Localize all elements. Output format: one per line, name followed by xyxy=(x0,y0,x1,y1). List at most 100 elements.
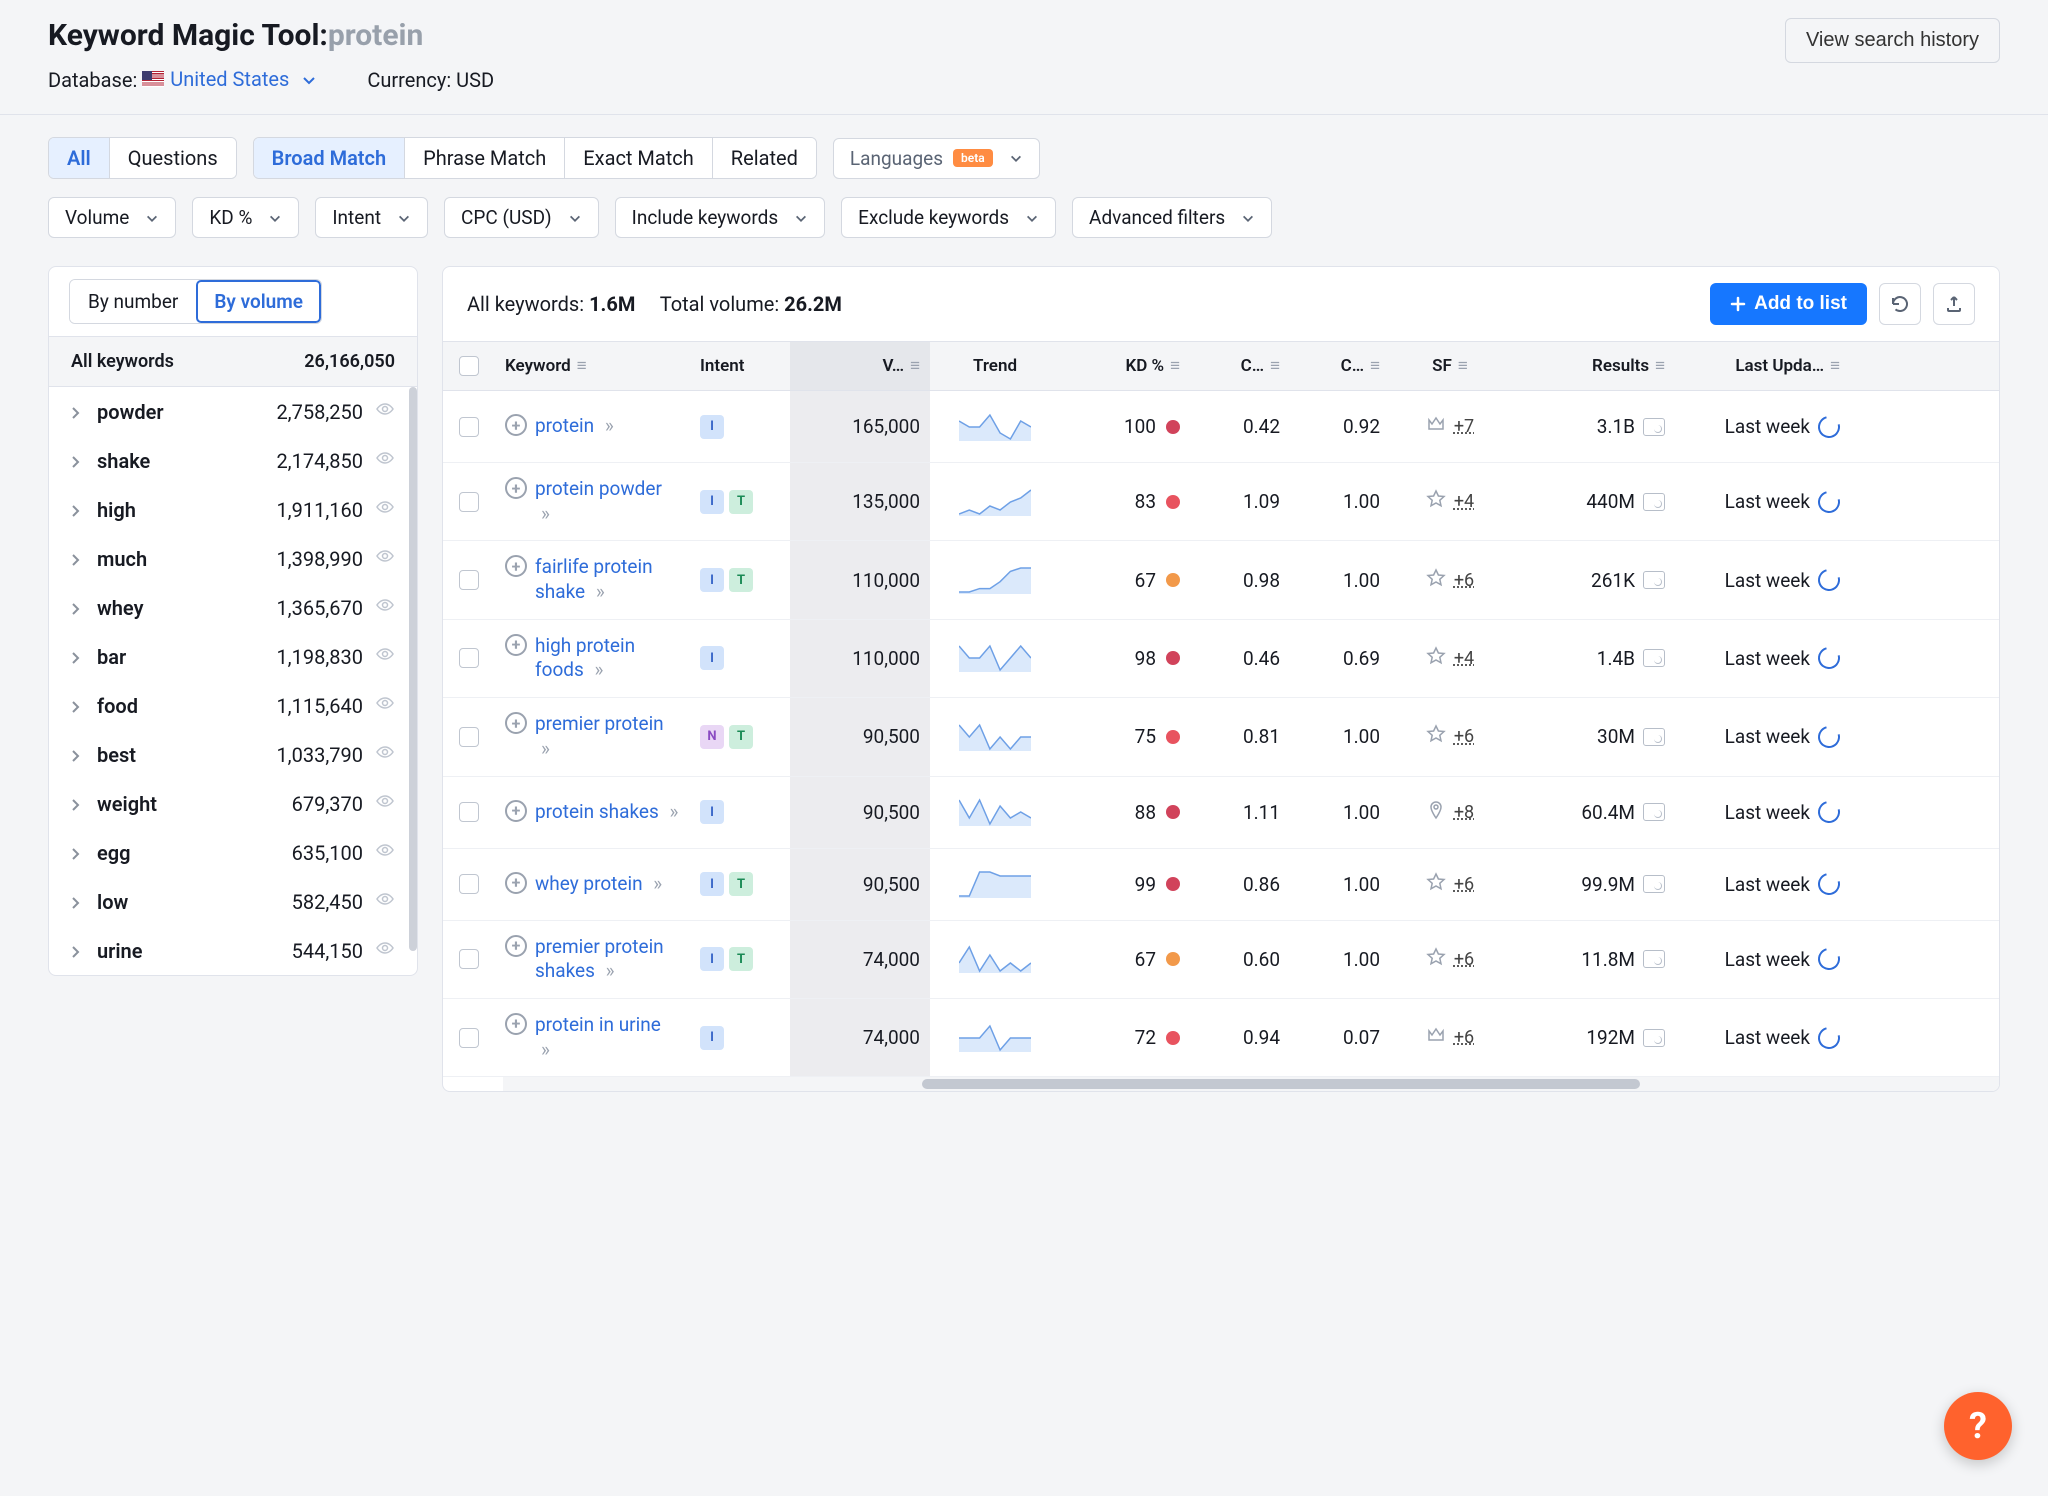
row-checkbox[interactable] xyxy=(459,1028,479,1048)
eye-icon[interactable] xyxy=(375,546,395,571)
expand-icon[interactable]: + xyxy=(505,414,527,436)
filter-cpc-usd-[interactable]: CPC (USD) xyxy=(444,197,599,238)
sf-count[interactable]: +4 xyxy=(1454,491,1474,512)
add-to-list-button[interactable]: Add to list xyxy=(1710,283,1867,325)
serp-icon[interactable] xyxy=(1643,875,1665,893)
row-checkbox[interactable] xyxy=(459,570,479,590)
export-button[interactable] xyxy=(1933,283,1975,325)
sf-count[interactable]: +6 xyxy=(1454,570,1474,591)
row-checkbox[interactable] xyxy=(459,648,479,668)
sidebar-all-row[interactable]: All keywords 26,166,050 xyxy=(49,336,417,387)
sidebar-item-high[interactable]: high1,911,160 xyxy=(49,485,417,534)
sidebar-toggle-by-volume[interactable]: By volume xyxy=(196,280,321,323)
expand-icon[interactable]: + xyxy=(505,555,527,577)
expand-icon[interactable]: + xyxy=(505,872,527,894)
refresh-row-icon[interactable] xyxy=(1814,1023,1844,1053)
sf-count[interactable]: +6 xyxy=(1454,726,1474,747)
row-checkbox[interactable] xyxy=(459,492,479,512)
refresh-button[interactable] xyxy=(1879,283,1921,325)
row-checkbox[interactable] xyxy=(459,874,479,894)
keyword-link[interactable]: protein shakes » xyxy=(535,800,678,825)
col-intent[interactable]: Intent xyxy=(690,342,790,390)
sidebar-item-shake[interactable]: shake2,174,850 xyxy=(49,436,417,485)
refresh-row-icon[interactable] xyxy=(1814,411,1844,441)
keyword-link[interactable]: protein » xyxy=(535,414,614,439)
col-trend[interactable]: Trend xyxy=(930,342,1060,390)
eye-icon[interactable] xyxy=(375,742,395,767)
keyword-link[interactable]: high protein foods » xyxy=(535,634,680,683)
languages-dropdown[interactable]: Languages beta xyxy=(833,138,1040,179)
filter-intent[interactable]: Intent xyxy=(315,197,428,238)
row-checkbox[interactable] xyxy=(459,727,479,747)
horizontal-scrollbar[interactable] xyxy=(503,1077,1999,1091)
refresh-row-icon[interactable] xyxy=(1814,722,1844,752)
sidebar-item-egg[interactable]: egg635,100 xyxy=(49,828,417,877)
sidebar-item-powder[interactable]: powder2,758,250 xyxy=(49,387,417,436)
keyword-link[interactable]: protein powder » xyxy=(535,477,680,526)
sidebar-item-whey[interactable]: whey1,365,670 xyxy=(49,583,417,632)
eye-icon[interactable] xyxy=(375,889,395,914)
filter-advanced-filters[interactable]: Advanced filters xyxy=(1072,197,1272,238)
col-kd[interactable]: KD %≡ xyxy=(1060,342,1190,390)
serp-icon[interactable] xyxy=(1643,1029,1665,1047)
expand-icon[interactable]: + xyxy=(505,477,527,499)
row-checkbox[interactable] xyxy=(459,949,479,969)
expand-icon[interactable]: + xyxy=(505,634,527,656)
expand-icon[interactable]: + xyxy=(505,800,527,822)
sidebar-item-urine[interactable]: urine544,150 xyxy=(49,926,417,975)
sidebar-item-much[interactable]: much1,398,990 xyxy=(49,534,417,583)
sf-count[interactable]: +6 xyxy=(1454,874,1474,895)
sf-count[interactable]: +8 xyxy=(1454,802,1474,823)
refresh-row-icon[interactable] xyxy=(1814,565,1844,595)
col-com[interactable]: C…≡ xyxy=(1290,342,1390,390)
serp-icon[interactable] xyxy=(1643,728,1665,746)
sidebar-toggle-by-number[interactable]: By number xyxy=(70,280,196,323)
eye-icon[interactable] xyxy=(375,840,395,865)
sidebar-item-food[interactable]: food1,115,640 xyxy=(49,681,417,730)
col-keyword[interactable]: Keyword≡ xyxy=(495,342,690,390)
sidebar-item-weight[interactable]: weight679,370 xyxy=(49,779,417,828)
filter-volume[interactable]: Volume xyxy=(48,197,176,238)
sidebar-item-bar[interactable]: bar1,198,830 xyxy=(49,632,417,681)
serp-icon[interactable] xyxy=(1643,950,1665,968)
col-volume[interactable]: V…≡ xyxy=(790,342,930,390)
filter-include-keywords[interactable]: Include keywords xyxy=(615,197,826,238)
serp-icon[interactable] xyxy=(1643,418,1665,436)
eye-icon[interactable] xyxy=(375,497,395,522)
sf-count[interactable]: +7 xyxy=(1454,416,1474,437)
refresh-row-icon[interactable] xyxy=(1814,643,1844,673)
eye-icon[interactable] xyxy=(375,938,395,963)
eye-icon[interactable] xyxy=(375,693,395,718)
sidebar-item-best[interactable]: best1,033,790 xyxy=(49,730,417,779)
tab-phrase-match[interactable]: Phrase Match xyxy=(405,138,565,178)
refresh-row-icon[interactable] xyxy=(1814,487,1844,517)
filter-kd-[interactable]: KD % xyxy=(192,197,299,238)
tab-broad-match[interactable]: Broad Match xyxy=(254,138,405,178)
database-selector[interactable]: United States xyxy=(142,67,317,91)
tab-all[interactable]: All xyxy=(49,138,110,178)
serp-icon[interactable] xyxy=(1643,649,1665,667)
serp-icon[interactable] xyxy=(1643,803,1665,821)
eye-icon[interactable] xyxy=(375,448,395,473)
keyword-link[interactable]: premier protein » xyxy=(535,712,680,761)
col-sf[interactable]: SF≡ xyxy=(1390,342,1510,390)
tab-questions[interactable]: Questions xyxy=(110,138,236,178)
refresh-row-icon[interactable] xyxy=(1814,797,1844,827)
keyword-link[interactable]: fairlife protein shake » xyxy=(535,555,680,604)
refresh-row-icon[interactable] xyxy=(1814,869,1844,899)
serp-icon[interactable] xyxy=(1643,493,1665,511)
expand-icon[interactable]: + xyxy=(505,935,527,957)
keyword-link[interactable]: premier protein shakes » xyxy=(535,935,680,984)
col-updated[interactable]: Last Upda…≡ xyxy=(1675,342,1850,390)
eye-icon[interactable] xyxy=(375,791,395,816)
eye-icon[interactable] xyxy=(375,399,395,424)
view-history-button[interactable]: View search history xyxy=(1785,18,2000,63)
filter-exclude-keywords[interactable]: Exclude keywords xyxy=(841,197,1056,238)
tab-exact-match[interactable]: Exact Match xyxy=(565,138,713,178)
eye-icon[interactable] xyxy=(375,644,395,669)
sidebar-scrollbar[interactable] xyxy=(409,387,417,951)
keyword-link[interactable]: protein in urine » xyxy=(535,1013,680,1062)
keyword-link[interactable]: whey protein » xyxy=(535,872,662,897)
tab-related[interactable]: Related xyxy=(713,138,816,178)
col-results[interactable]: Results≡ xyxy=(1510,342,1675,390)
